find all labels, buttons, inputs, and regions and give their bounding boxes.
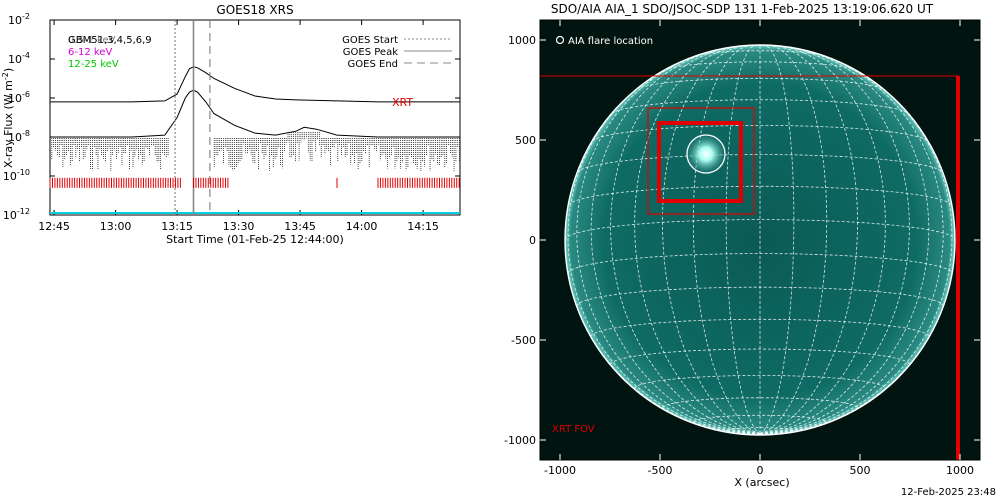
xrt-pointing-boxes (540, 75, 960, 460)
x-tick-label: 13:00 (100, 220, 132, 233)
goes-y-axis: 10-12 10-10 10-8 10-6 10-4 10-2 (3, 12, 460, 222)
longitude-line (759, 45, 828, 435)
goes-x-axis: 12:45 13:00 13:15 13:30 13:45 14:00 14:15 (38, 20, 439, 233)
x-tick-label: 14:00 (346, 220, 378, 233)
latitude-line (590, 318, 930, 338)
longitude-line (576, 53, 761, 435)
x-tick-label: 14:15 (407, 220, 439, 233)
longitude-line (565, 239, 761, 435)
legend-label-3: 12-25 keV (68, 59, 119, 70)
series-line-0 (50, 66, 460, 103)
series-line-1 (50, 89, 460, 138)
x-tick-label: 0 (757, 464, 764, 477)
longitude-line (759, 45, 795, 435)
longitude-line (759, 53, 944, 435)
x-tick-label: 13:15 (161, 220, 193, 233)
aia-x-label: X (arcsec) (734, 476, 789, 489)
goes-plot-frame (49, 19, 461, 216)
solar-disk (565, 45, 955, 435)
xrt-coverage-bars (49, 177, 460, 188)
x-tick-label: 13:30 (223, 220, 255, 233)
heliographic-grid (565, 45, 955, 435)
goes-x-label: Start Time (01-Feb-25 12:44:00) (166, 233, 344, 246)
y-tick-label: 500 (515, 134, 536, 147)
goes-y-label: X-ray Flux (W m-2) (1, 68, 16, 168)
longitude-line (590, 47, 761, 435)
y-tick-label: 10-10 (3, 168, 30, 183)
longitude-line (759, 45, 858, 435)
y-tick-label: 10-2 (8, 12, 30, 27)
aia-image-panel: SDO/AIA AIA_1 SDO/JSOC-SDP 131 1-Feb-202… (504, 2, 981, 489)
longitude-line (759, 45, 886, 435)
flare-legend-label: AIA flare location (568, 36, 653, 47)
y-tick-label: -500 (511, 334, 536, 347)
goes-chart-title: GOES18 XRS (216, 3, 293, 17)
goes-series-group (49, 66, 460, 214)
xrt-pointing-box-2 (659, 123, 741, 201)
longitude-line (759, 47, 910, 435)
flare-brightening (684, 132, 728, 176)
goes-xrs-chart: GOES18 XRS 10-12 10-10 10-8 10-6 10-4 10-2 12… (1, 3, 461, 246)
footer-timestamp: 12-Feb-2025 23:48 (900, 487, 996, 498)
latitude-line (576, 154, 944, 173)
flare-location-circle (686, 134, 726, 174)
y-tick-label: 0 (529, 234, 536, 247)
longitude-line (759, 75, 953, 435)
aia-plot-area (540, 20, 980, 460)
y-tick-label: -1000 (504, 434, 536, 447)
aia-axes: -1000 -500 0 500 1000 -1000 -500 0 500 1000 (504, 20, 980, 477)
longitude-line (692, 45, 761, 435)
longitude-line (610, 47, 761, 435)
latitude-line (611, 99, 909, 115)
y-tick-label: 10-8 (8, 129, 30, 144)
latitude-line (635, 77, 885, 90)
longitude-line (759, 47, 930, 435)
flare-legend-marker (555, 35, 565, 45)
y-tick-label: 10-6 (8, 90, 30, 105)
y-tick-label: 10-12 (3, 207, 30, 222)
longitude-line (725, 45, 761, 435)
legend-label-2: 6-12 keV (68, 47, 112, 58)
marker-legend-label-1: GOES Peak (343, 47, 398, 58)
xrt-pointing-box-1 (657, 121, 743, 203)
aia-title: SDO/AIA AIA_1 SDO/JSOC-SDP 131 1-Feb-202… (551, 2, 934, 16)
x-tick-label: 500 (850, 464, 871, 477)
solar-limb (564, 44, 956, 436)
longitude-line (759, 239, 955, 435)
latitude-line (634, 375, 886, 389)
xrt-label: XRT (392, 96, 413, 109)
x-tick-label: 12:45 (38, 220, 70, 233)
longitude-line (634, 45, 761, 435)
latitude-line (725, 426, 795, 432)
legend-label-1: GBM51,3,4,5,6,9 (68, 35, 152, 46)
marker-legend-label-2: GOES End (348, 59, 398, 70)
marker-legend-label-0: GOES Start (342, 35, 398, 46)
xrt-fov-label: XRT FOV (552, 424, 595, 435)
legend-label-0: 0.5-1 keV (68, 35, 116, 46)
longitude-line (567, 75, 761, 435)
latitude-line (567, 185, 953, 206)
longitude-line (662, 45, 761, 435)
y-tick-label: 1000 (508, 34, 536, 47)
y-tick-label: 10-4 (8, 51, 30, 66)
x-tick-label: 1000 (946, 464, 974, 477)
x-tick-label: -1000 (544, 464, 576, 477)
x-tick-label: 13:45 (284, 220, 316, 233)
xrt-pointing-box-0 (647, 107, 755, 215)
x-tick-label: -500 (648, 464, 673, 477)
